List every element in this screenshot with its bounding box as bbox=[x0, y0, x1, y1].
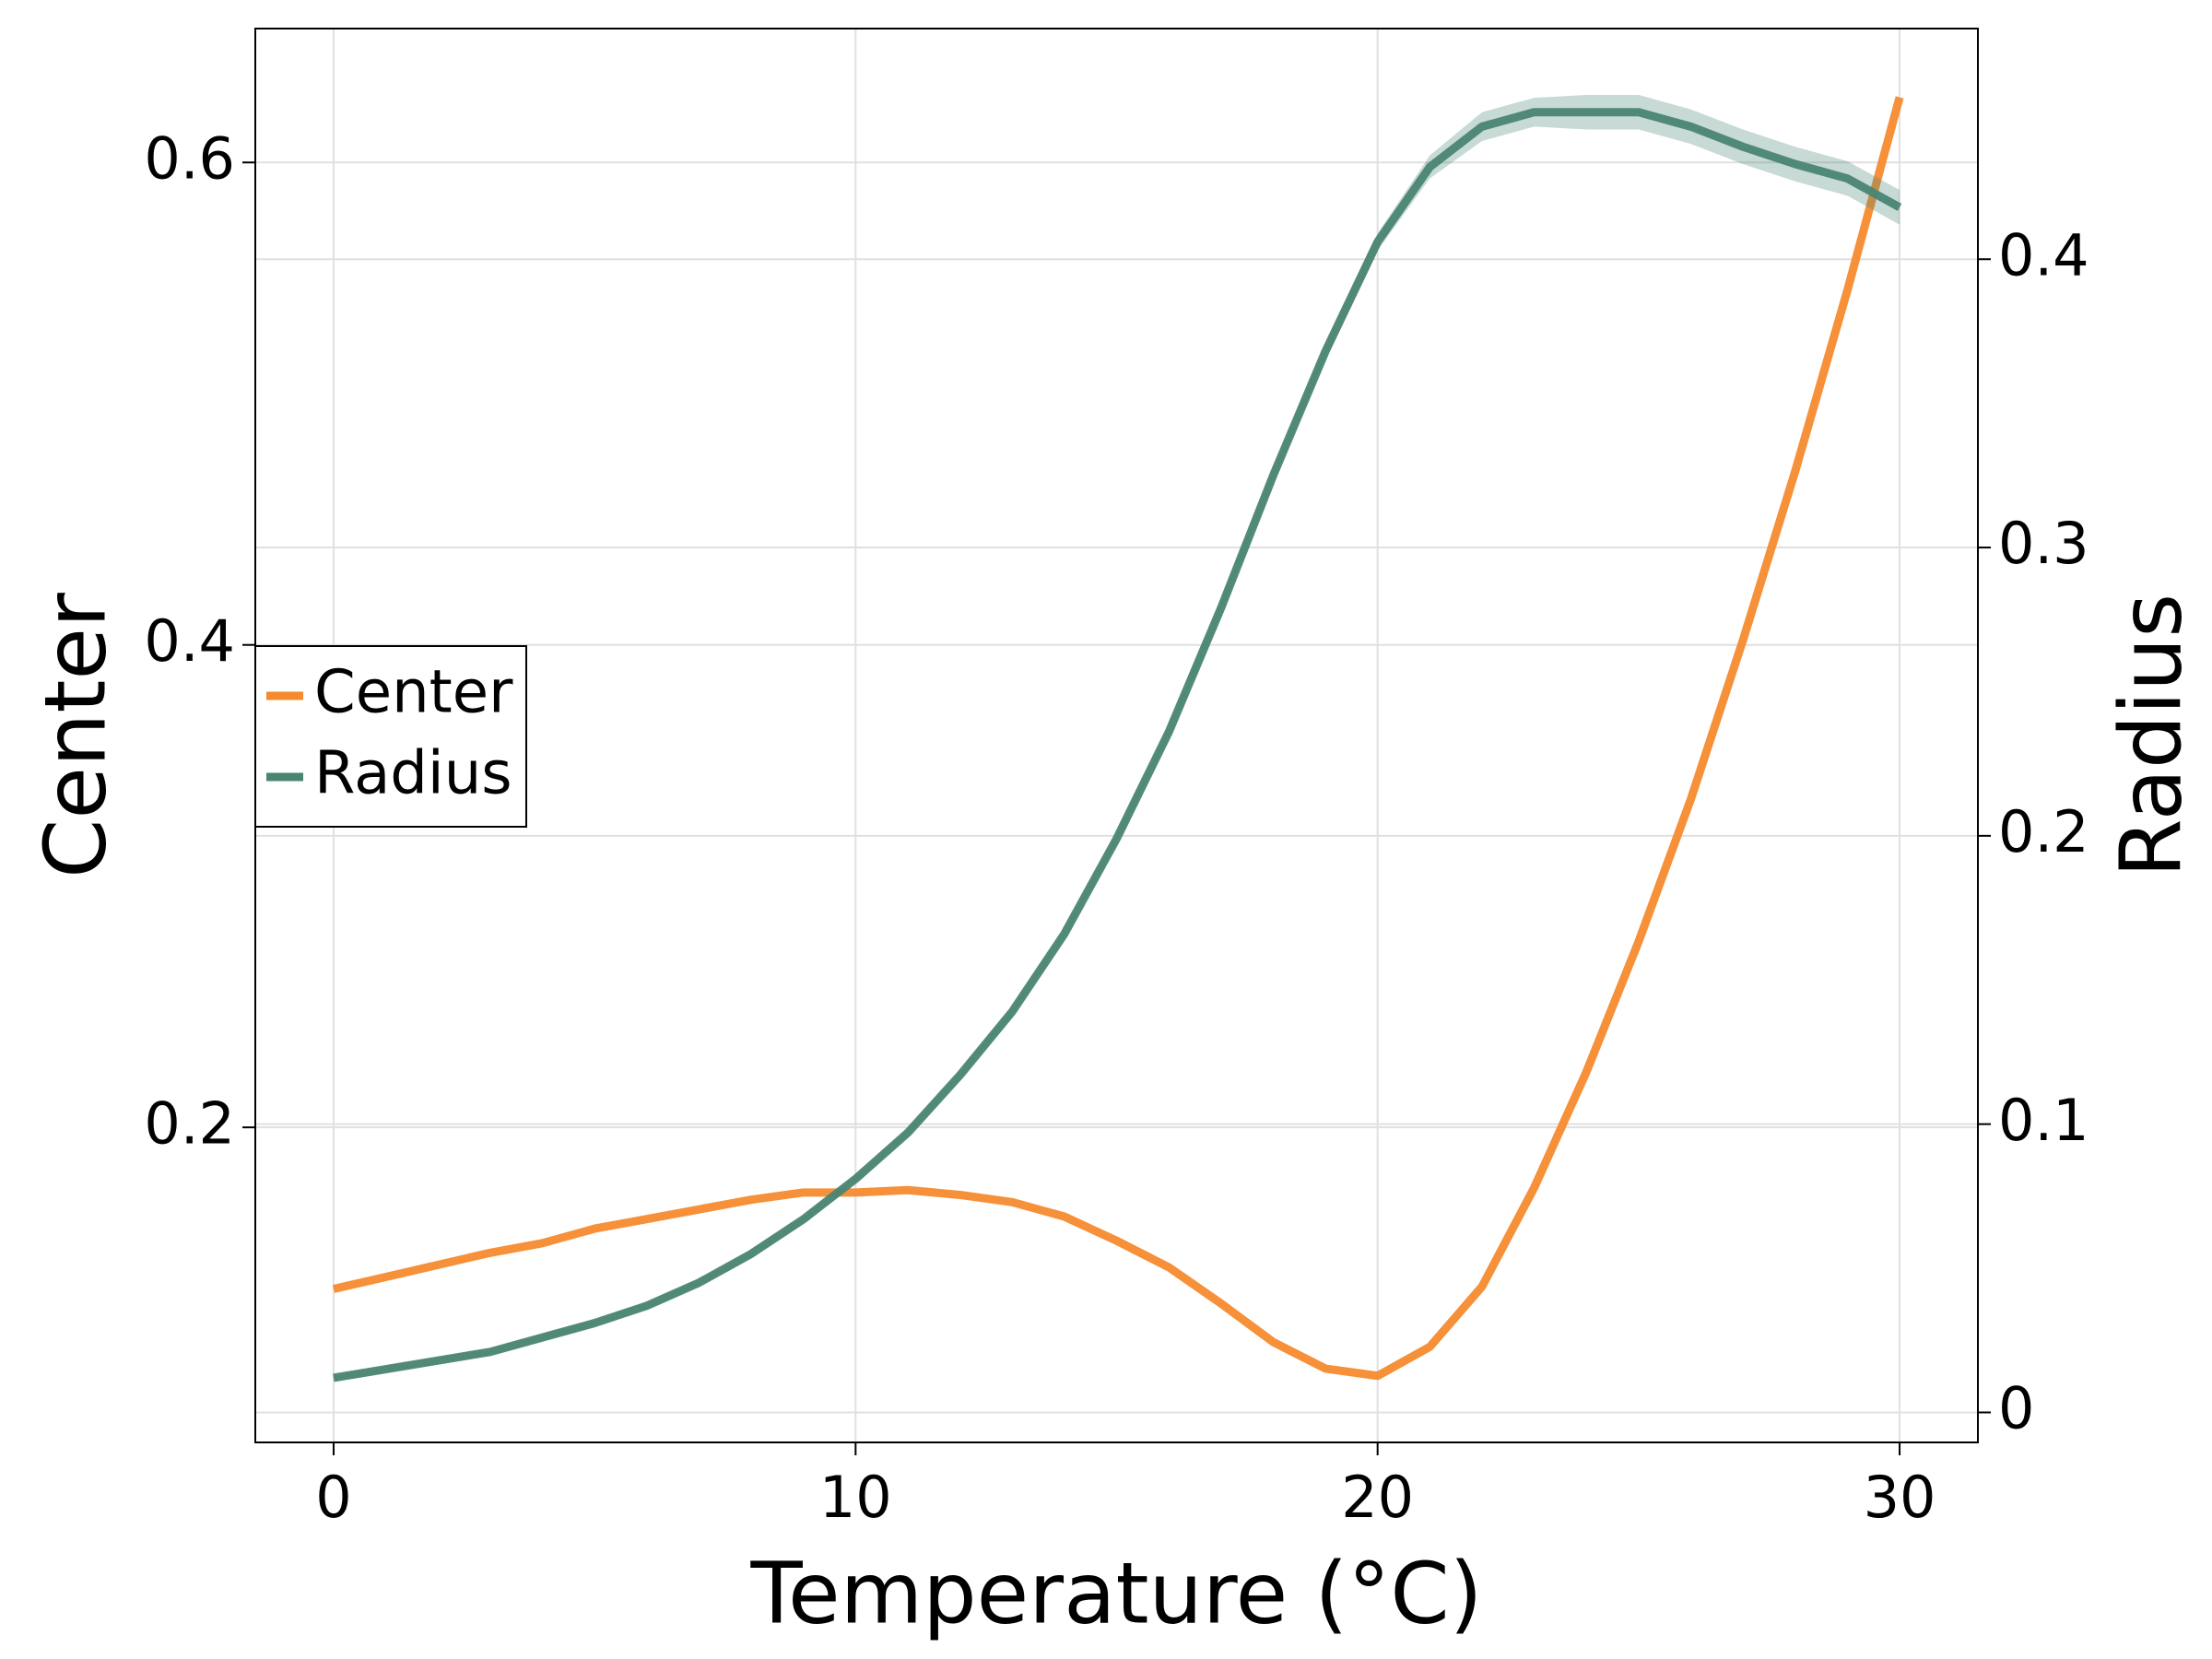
legend-box bbox=[254, 645, 527, 828]
y-tick-label: 0.6 bbox=[144, 124, 235, 192]
y2-tick-label: 0.2 bbox=[1998, 798, 2089, 865]
y-tick-label: 0.4 bbox=[144, 607, 235, 675]
y-axis-label: Center bbox=[26, 593, 124, 878]
y-tick-label: 0.2 bbox=[144, 1089, 235, 1157]
x-tick-label: 0 bbox=[315, 1464, 351, 1531]
x-tick-label: 20 bbox=[1341, 1464, 1414, 1531]
legend-label: Center bbox=[314, 659, 513, 727]
y2-axis-label: Radius bbox=[2101, 594, 2200, 877]
y2-tick-label: 0 bbox=[1998, 1375, 2034, 1442]
line bbox=[333, 108, 1902, 1382]
y2-tick-label: 0.1 bbox=[1998, 1087, 2089, 1154]
y2-tick-label: 0.4 bbox=[1998, 221, 2089, 288]
x-axis-label: Temperature (°C) bbox=[749, 1544, 1482, 1642]
x-tick-label: 30 bbox=[1864, 1464, 1936, 1531]
x-tick-label: 10 bbox=[819, 1464, 892, 1531]
error-band bbox=[333, 94, 1900, 1382]
legend: Center Radius bbox=[254, 645, 527, 828]
line bbox=[332, 96, 1904, 1381]
legend-label: Radius bbox=[314, 740, 512, 808]
y2-tick-label: 0.3 bbox=[1998, 510, 2089, 577]
